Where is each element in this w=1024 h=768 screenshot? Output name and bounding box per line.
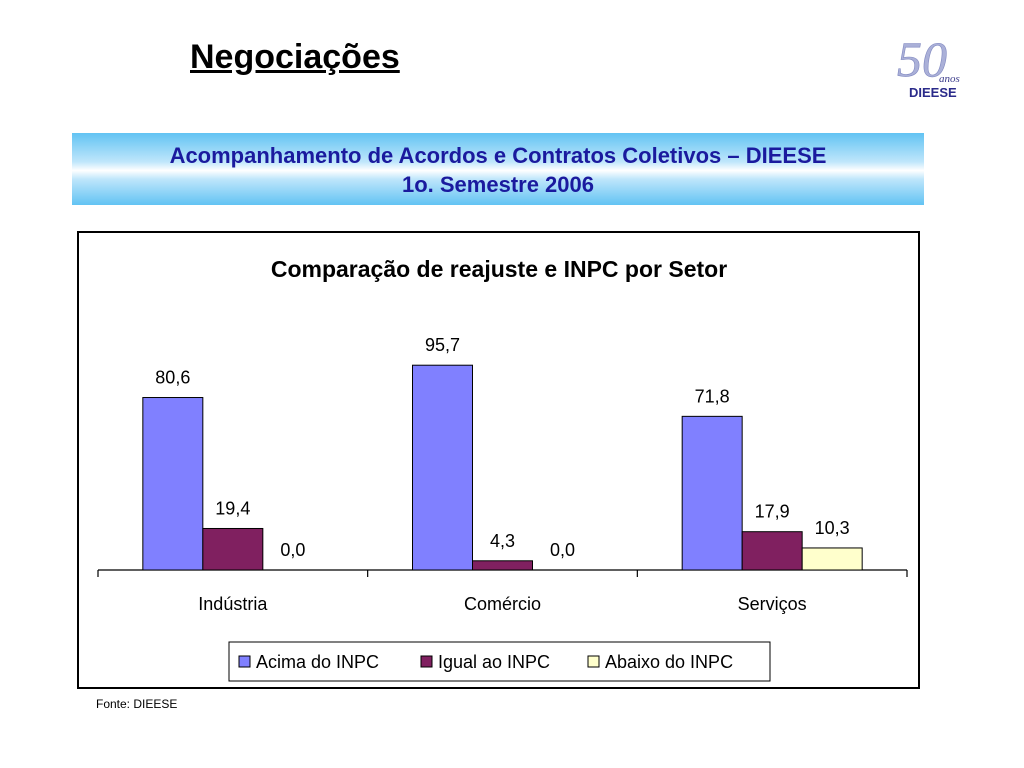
chart-frame: Comparação de reajuste e INPC por Setor 8… — [77, 231, 920, 689]
chart-banner: Acompanhamento de Acordos e Contratos Co… — [72, 133, 924, 205]
data-label: 71,8 — [695, 386, 730, 406]
legend-swatch — [238, 655, 251, 668]
bar-igual-ao-inpc-1 — [472, 560, 533, 571]
banner-line-1: Acompanhamento de Acordos e Contratos Co… — [169, 143, 827, 168]
data-label: 95,7 — [425, 335, 460, 355]
logo-number: 50 — [897, 31, 947, 87]
legend-label: Abaixo do INPC — [605, 652, 733, 672]
legend-label: Igual ao INPC — [438, 652, 550, 672]
bar-igual-ao-inpc-0 — [202, 527, 264, 571]
x-tick-label: Comércio — [464, 594, 541, 614]
data-label: 0,0 — [550, 540, 575, 560]
page-title: Negociações — [190, 38, 400, 76]
bar-abaixo-do-inpc-2 — [801, 547, 863, 571]
bar-acima-do-inpc-2 — [681, 415, 743, 571]
data-label: 80,6 — [155, 368, 190, 388]
legend-box — [228, 641, 771, 682]
data-label: 4,3 — [490, 531, 515, 551]
logo-anos: anos — [939, 73, 960, 85]
chart-title: Comparação de reajuste e INPC por Setor — [271, 256, 727, 282]
data-label: 0,0 — [280, 540, 305, 560]
x-tick-label: Serviços — [738, 594, 807, 614]
legend-label: Acima do INPC — [256, 652, 379, 672]
data-label: 19,4 — [215, 498, 250, 518]
legend-swatch — [420, 655, 433, 668]
bar-acima-do-inpc-0 — [142, 397, 204, 571]
bar-chart: Comparação de reajuste e INPC por Setor 8… — [97, 256, 908, 682]
dieese-logo: 50 anos DIEESE — [897, 31, 960, 100]
legend-swatch — [587, 655, 600, 668]
source-note: Fonte: DIEESE — [96, 697, 178, 711]
logo-brand: DIEESE — [909, 85, 957, 100]
bar-igual-ao-inpc-2 — [741, 531, 803, 571]
bar-acima-do-inpc-1 — [412, 364, 473, 571]
data-label: 10,3 — [815, 518, 850, 538]
data-label: 17,9 — [755, 502, 790, 522]
x-tick-label: Indústria — [198, 594, 268, 614]
banner-line-2: 1o. Semestre 2006 — [401, 172, 595, 197]
